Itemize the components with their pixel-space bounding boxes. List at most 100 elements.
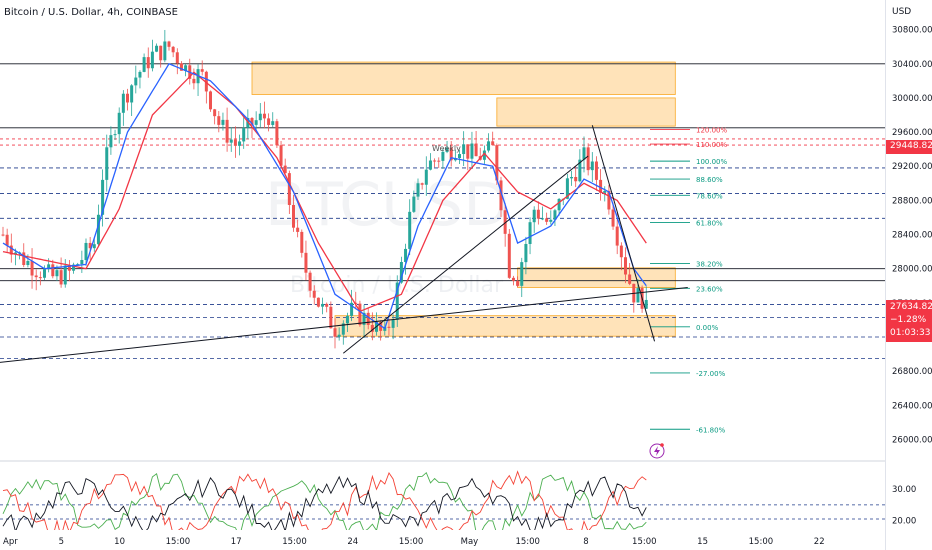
candle-body bbox=[379, 322, 383, 331]
candle-body bbox=[474, 143, 478, 157]
time-tick-label: 15:00 bbox=[749, 537, 774, 547]
fib-label: 23.60% bbox=[696, 285, 723, 293]
ema-fast-line bbox=[2, 62, 647, 330]
candle-body bbox=[246, 118, 250, 128]
candle-body bbox=[213, 109, 217, 117]
fib-label: 88.60% bbox=[696, 176, 723, 184]
candle-body bbox=[72, 264, 76, 271]
candle-body bbox=[329, 306, 333, 329]
candle-body bbox=[325, 303, 329, 307]
price-tick-label: 29200.00 bbox=[892, 162, 932, 172]
candle-body bbox=[553, 210, 557, 220]
time-tick-label: 15:00 bbox=[166, 537, 191, 547]
trendline bbox=[0, 287, 688, 363]
candle-body bbox=[63, 265, 67, 285]
candle-body bbox=[503, 210, 507, 234]
red-level-price-tag: 29448.82 bbox=[886, 140, 932, 154]
candle-body bbox=[362, 312, 366, 325]
fib-label: 61.80% bbox=[696, 220, 723, 228]
price-axis[interactable]: 30800.00 30400.00 30000.00 29600.00 29200.00… bbox=[892, 26, 932, 527]
candle-body bbox=[458, 154, 461, 159]
fibonacci-extension: 120.00% 110.00% 100.00% 88.60% 78.60% 61.80% 3… bbox=[650, 127, 727, 434]
time-axis[interactable]: Apr 5 10 15:00 17 15:00 24 15:00 May 15:00 8 15:00 1… bbox=[3, 537, 825, 547]
candle-body bbox=[607, 190, 611, 210]
candle-body bbox=[590, 161, 594, 171]
candle-body bbox=[441, 151, 445, 161]
time-tick-label: 22 bbox=[814, 537, 825, 547]
candle-body bbox=[5, 234, 9, 246]
candle-body bbox=[644, 299, 648, 309]
candle-body bbox=[619, 245, 623, 258]
axis-unit-label: USD bbox=[892, 7, 911, 17]
candle-body bbox=[179, 63, 183, 71]
candle-body bbox=[416, 183, 420, 197]
candle-body bbox=[51, 264, 55, 277]
candle-body bbox=[47, 264, 51, 270]
candle-body bbox=[516, 280, 520, 286]
candle-body bbox=[126, 93, 129, 103]
candle-body bbox=[366, 312, 370, 325]
weekly-label: Weekly bbox=[432, 144, 461, 153]
candle-body bbox=[528, 222, 532, 244]
moving-averages bbox=[2, 62, 647, 330]
time-tick-label: 5 bbox=[59, 537, 64, 547]
candle-body bbox=[142, 57, 146, 72]
alert-icon[interactable] bbox=[649, 443, 665, 459]
oscillator-pane bbox=[0, 470, 885, 530]
price-tick-label: 28400.00 bbox=[892, 231, 932, 241]
candle-body bbox=[345, 315, 349, 324]
time-tick-label: 15:00 bbox=[399, 537, 424, 547]
watermark-ticker: BTCUSD bbox=[265, 170, 509, 240]
candle-body bbox=[316, 297, 320, 307]
candle-body bbox=[275, 121, 279, 146]
candle-body bbox=[113, 134, 117, 136]
ema-slow-line bbox=[2, 71, 647, 313]
candle-body bbox=[387, 326, 391, 328]
candle-body bbox=[536, 209, 540, 219]
candle-body bbox=[279, 145, 283, 166]
chart-title: Bitcoin / U.S. Dollar, 4h, COINBASE bbox=[4, 7, 178, 18]
time-tick-label: 10 bbox=[114, 537, 125, 547]
last-price-tag: 27634.82 −1.28% 01:03:33 bbox=[886, 300, 932, 342]
candle-body bbox=[300, 231, 304, 253]
candle-body bbox=[578, 159, 582, 182]
candle-body bbox=[499, 180, 503, 211]
candle-body bbox=[92, 244, 96, 249]
candle-body bbox=[570, 176, 574, 179]
candle-body bbox=[586, 147, 590, 171]
candle-body bbox=[121, 93, 125, 113]
candle-body bbox=[482, 150, 486, 160]
time-tick-label: 8 bbox=[583, 537, 588, 547]
candle-body bbox=[167, 41, 171, 47]
candle-body bbox=[229, 139, 233, 143]
fib-label: 110.00% bbox=[696, 141, 727, 149]
fib-label: 100.00% bbox=[696, 158, 727, 166]
price-tick-label: 29600.00 bbox=[892, 128, 932, 138]
candle-body bbox=[217, 116, 221, 125]
candle-body bbox=[603, 190, 607, 193]
candle-body bbox=[462, 144, 466, 155]
candle-body bbox=[159, 45, 163, 61]
candle-body bbox=[574, 176, 578, 182]
fib-label: 120.00% bbox=[696, 127, 727, 135]
candle-body bbox=[1, 234, 5, 236]
candle-body bbox=[22, 252, 26, 265]
candle-body bbox=[507, 233, 511, 278]
candle-body bbox=[238, 141, 242, 146]
candle-body bbox=[628, 274, 632, 284]
zone-rect bbox=[251, 61, 676, 95]
candle-body bbox=[134, 77, 138, 86]
candle-body bbox=[470, 143, 474, 159]
price-tick-label: 30800.00 bbox=[892, 26, 932, 36]
candle-body bbox=[146, 57, 150, 69]
time-tick-label: 15:00 bbox=[515, 537, 540, 547]
candle-body bbox=[487, 141, 491, 151]
fib-label: -61.80% bbox=[696, 426, 726, 434]
candle-body bbox=[582, 147, 586, 160]
price-tick-label: 30400.00 bbox=[892, 60, 932, 70]
time-tick-label: 15:00 bbox=[632, 537, 657, 547]
candle-body bbox=[287, 173, 291, 206]
osc-tick-label: 30.00 bbox=[892, 485, 916, 495]
candle-body bbox=[491, 141, 495, 146]
